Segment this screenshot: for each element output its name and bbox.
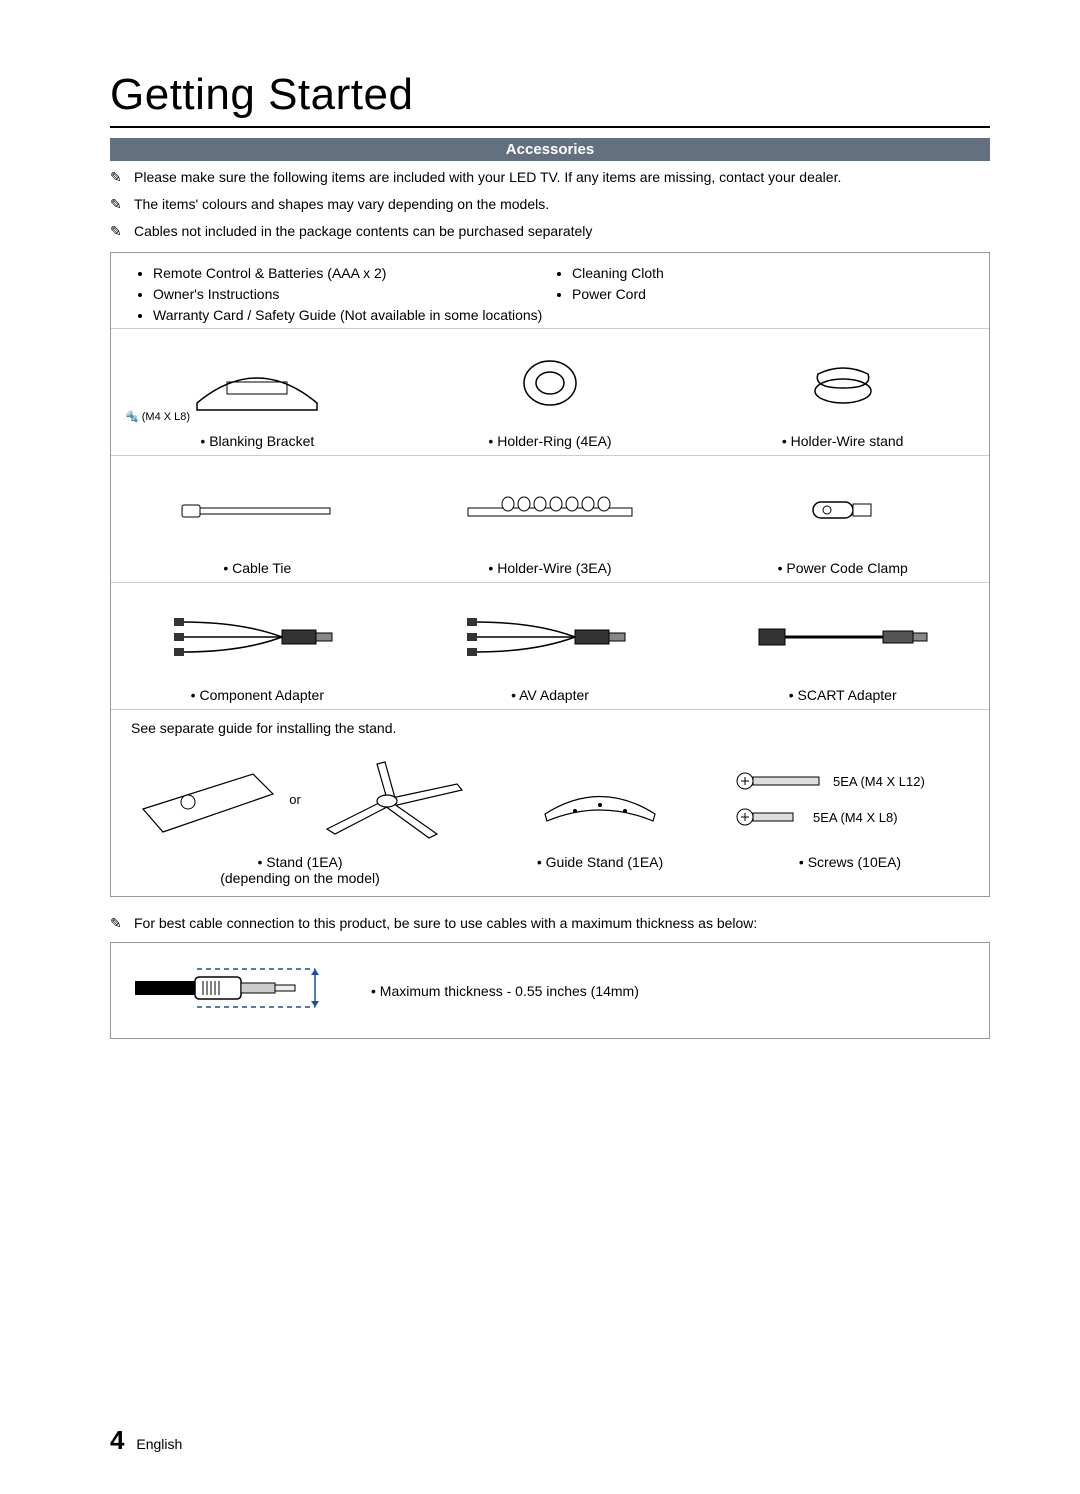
stand-option2-icon [307, 754, 467, 844]
holder-wire-stand-icon [803, 356, 883, 411]
cable-thickness-icon [135, 963, 335, 1013]
screw-spec-2: 5EA (M4 X L8) [813, 810, 898, 825]
note-text: Please make sure the following items are… [134, 167, 841, 188]
holder-wire-icon [460, 490, 640, 530]
label: AV Adapter [410, 687, 691, 703]
or-text: or [289, 792, 301, 807]
cell-screws: 5EA (M4 X L12) 5EA (M4 X L8) Screws (10E… [725, 744, 975, 886]
note-icon: ✎ [110, 221, 128, 242]
label: SCART Adapter [702, 687, 983, 703]
cell-holder-wire: Holder-Wire (3EA) [404, 456, 697, 583]
label: Component Adapter [117, 687, 398, 703]
label: Power Code Clamp [702, 560, 983, 576]
av-adapter-icon [465, 610, 635, 665]
guide-stand-icon [525, 759, 675, 839]
label: Guide Stand (1EA) [475, 854, 725, 870]
label: Cable Tie [117, 560, 398, 576]
cable-tie-icon [177, 495, 337, 525]
cell-component-adapter: Component Adapter [111, 583, 404, 710]
screw-long-icon [735, 770, 825, 792]
component-adapter-icon [172, 610, 342, 665]
list-item: Owner's Instructions [153, 284, 550, 305]
power-code-clamp-icon [803, 490, 883, 530]
label: Screws (10EA) [725, 854, 975, 870]
label: Stand (1EA) [125, 854, 475, 870]
note-icon: ✎ [110, 167, 128, 188]
section-heading-accessories: Accessories [110, 138, 990, 161]
note-1: ✎ Please make sure the following items a… [110, 167, 990, 188]
note-3: ✎ Cables not included in the package con… [110, 221, 990, 242]
cell-blanking-bracket: 🔩 (M4 X L8) Blanking Bracket [111, 329, 404, 456]
note-icon: ✎ [110, 913, 128, 934]
cell-holder-ring: Holder-Ring (4EA) [404, 329, 697, 456]
note-text: Cables not included in the package conte… [134, 221, 592, 242]
screw-icon: 🔩 [125, 411, 139, 423]
list-item: Power Cord [572, 284, 969, 305]
list-item: Cleaning Cloth [572, 263, 969, 284]
label: Holder-Wire stand [702, 433, 983, 449]
label: Holder-Wire (3EA) [410, 560, 691, 576]
page-language: English [136, 1436, 182, 1452]
note-2: ✎ The items' colours and shapes may vary… [110, 194, 990, 215]
page-footer: 4 English [110, 1425, 182, 1456]
stand-section: See separate guide for installing the st… [111, 710, 989, 896]
cable-note: ✎ For best cable connection to this prod… [110, 913, 990, 934]
note-icon: ✎ [110, 194, 128, 215]
accessory-row-2: Cable Tie Holder-Wire (3EA) [111, 456, 989, 583]
accessory-row-1: 🔩 (M4 X L8) Blanking Bracket Holder-Ring… [111, 329, 989, 456]
label: Blanking Bracket [117, 433, 398, 449]
stand-header: See separate guide for installing the st… [125, 720, 975, 736]
scart-adapter-icon [753, 617, 933, 657]
stand-option1-icon [133, 754, 283, 844]
cable-thickness-box: • Maximum thickness - 0.55 inches (14mm) [110, 942, 990, 1039]
accessories-list: Remote Control & Batteries (AAA x 2) Own… [111, 253, 989, 329]
list-item: Warranty Card / Safety Guide (Not availa… [153, 305, 550, 326]
label-sub: (depending on the model) [125, 870, 475, 886]
cell-power-code-clamp: Power Code Clamp [696, 456, 989, 583]
holder-ring-icon [515, 353, 585, 413]
screw-short-icon [735, 806, 805, 828]
screw-sub: (M4 X L8) [142, 411, 190, 423]
accessories-box: Remote Control & Batteries (AAA x 2) Own… [110, 252, 990, 897]
cell-guide-stand: Guide Stand (1EA) [475, 744, 725, 886]
cell-stand: or Stand (1EA) (depending on [125, 744, 475, 886]
blanking-bracket-icon [182, 348, 332, 418]
note-text: For best cable connection to this produc… [134, 913, 757, 934]
note-text: The items' colours and shapes may vary d… [134, 194, 549, 215]
cell-holder-wire-stand: Holder-Wire stand [696, 329, 989, 456]
cell-av-adapter: AV Adapter [404, 583, 697, 710]
page-number: 4 [110, 1425, 124, 1455]
cell-cable-tie: Cable Tie [111, 456, 404, 583]
cable-max-text: Maximum thickness - 0.55 inches (14mm) [380, 983, 639, 999]
accessory-row-3: Component Adapter AV Adapter [111, 583, 989, 710]
cell-scart-adapter: SCART Adapter [696, 583, 989, 710]
page-title: Getting Started [110, 70, 990, 128]
screw-spec-1: 5EA (M4 X L12) [833, 774, 925, 789]
label: Holder-Ring (4EA) [410, 433, 691, 449]
list-item: Remote Control & Batteries (AAA x 2) [153, 263, 550, 284]
